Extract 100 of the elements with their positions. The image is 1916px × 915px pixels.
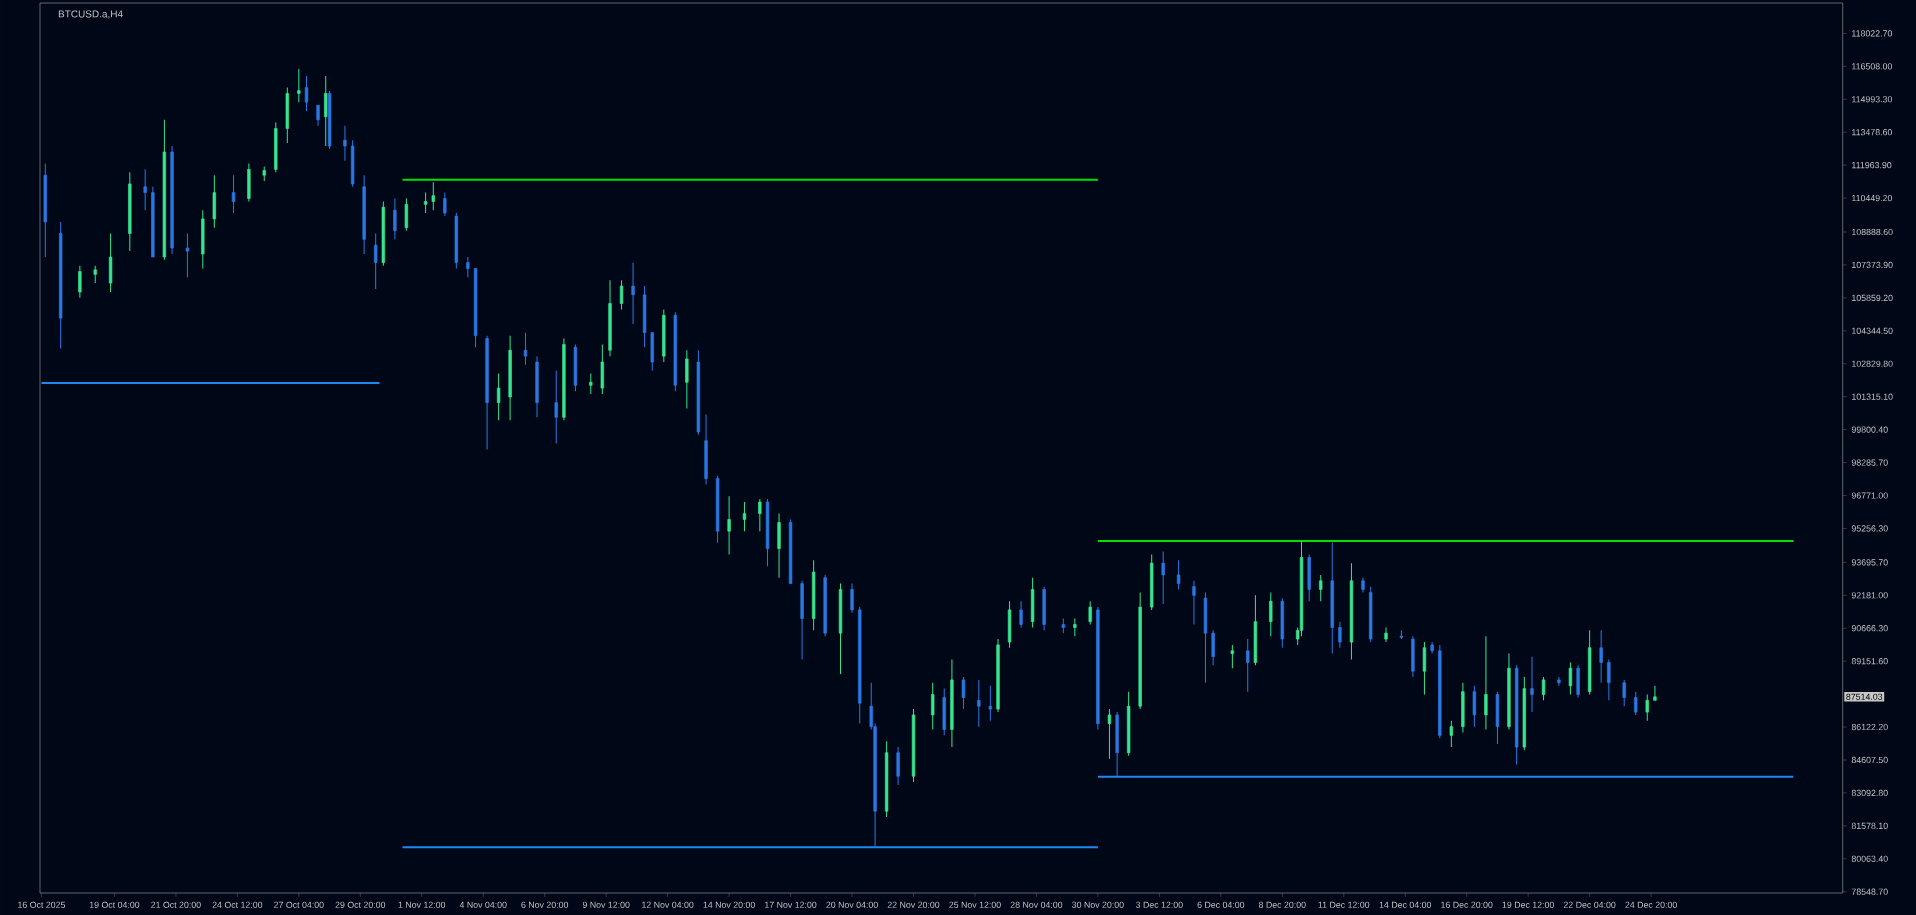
x-tick-label: 24 Dec 20:00 xyxy=(1625,901,1677,908)
candlestick xyxy=(1246,638,1250,693)
candlestick xyxy=(931,682,935,730)
x-tick-label: 27 Oct 04:00 xyxy=(274,901,324,908)
y-tick-label: 84607.50 xyxy=(1851,756,1888,764)
x-tick-label: 1 Nov 12:00 xyxy=(398,901,446,908)
candlestick xyxy=(685,349,689,410)
candlestick xyxy=(988,685,993,722)
candlestick xyxy=(1472,685,1477,728)
candlestick xyxy=(1384,627,1388,643)
candlestick xyxy=(1645,693,1649,722)
y-tick-label: 107373.90 xyxy=(1852,261,1893,269)
y-tick-label: 101315.10 xyxy=(1852,393,1893,400)
candlestick xyxy=(1530,656,1534,713)
candlestick xyxy=(1599,629,1603,684)
candlestick xyxy=(727,495,731,555)
candlestick xyxy=(1541,676,1546,701)
candlestick xyxy=(850,583,854,614)
candlestick xyxy=(589,373,593,395)
candlestick xyxy=(343,125,347,162)
candlestick xyxy=(316,104,320,127)
y-tick-label: 78548.70 xyxy=(1851,888,1888,895)
candlestick xyxy=(1230,644,1235,669)
y-tick-label: 105859.20 xyxy=(1852,294,1893,301)
candlestick xyxy=(1484,635,1488,730)
candlestick xyxy=(78,265,82,299)
text: 87514.03 xyxy=(1846,693,1883,700)
candlestick xyxy=(1176,559,1181,590)
y-tick-label: 92181.00 xyxy=(1851,592,1888,599)
candlestick xyxy=(304,75,309,112)
candlestick xyxy=(619,279,624,310)
candlestick xyxy=(1557,676,1561,687)
candlestick xyxy=(1449,720,1454,748)
y-tick-label: 110449.20 xyxy=(1852,194,1893,202)
x-tick-label: 9 Nov 12:00 xyxy=(582,901,630,908)
candlestick xyxy=(742,501,747,532)
candlestick xyxy=(1568,662,1573,695)
x-tick-label: 30 Nov 20:00 xyxy=(1072,901,1124,908)
candlestick xyxy=(961,676,966,710)
x-tick-label: 14 Nov 20:00 xyxy=(703,901,755,908)
candlestick xyxy=(1622,679,1626,707)
candlestick xyxy=(1211,629,1215,666)
y-tick-label: 89151.60 xyxy=(1851,658,1888,665)
x-tick-label: 6 Dec 04:00 xyxy=(1197,901,1245,908)
x-tick-label: 21 Oct 20:00 xyxy=(151,901,201,908)
y-tick-label: 95256.30 xyxy=(1851,525,1888,532)
x-tick-label: 22 Nov 20:00 xyxy=(887,901,940,908)
y-tick-label: 111963.90 xyxy=(1852,162,1892,169)
x-tick-label: 20 Nov 04:00 xyxy=(826,901,878,908)
candlestick xyxy=(431,181,435,211)
candlestick xyxy=(404,197,409,232)
candlestick xyxy=(1653,685,1657,701)
candlestick xyxy=(496,373,501,421)
candlestick xyxy=(143,168,147,211)
x-tick-label: 19 Dec 12:00 xyxy=(1502,901,1554,908)
candlestick xyxy=(324,75,328,147)
x-tick-label: 14 Dec 04:00 xyxy=(1379,901,1432,908)
candlestick xyxy=(1088,600,1092,625)
candlestick xyxy=(1338,621,1342,649)
candlestick xyxy=(185,233,190,278)
x-tick-label: 29 Oct 20:00 xyxy=(335,901,386,908)
y-tick-label: 83092.80 xyxy=(1851,789,1888,797)
candlestick xyxy=(554,370,558,445)
x-tick-label: 24 Oct 12:00 xyxy=(212,901,263,908)
candlestick xyxy=(297,68,301,103)
candlestick xyxy=(1607,658,1611,701)
y-tick-label: 102829.80 xyxy=(1852,360,1893,367)
candlestick xyxy=(523,332,528,366)
x-tick-label: 12 Nov 04:00 xyxy=(642,901,694,908)
y-tick-label: 113478.60 xyxy=(1852,129,1893,136)
candlestick xyxy=(1073,618,1077,637)
x-tick-label: 11 Dec 12:00 xyxy=(1318,901,1370,908)
candlestick xyxy=(977,679,981,728)
y-tick-label: 108888.60 xyxy=(1852,228,1893,236)
y-tick-label: 104344.50 xyxy=(1852,327,1893,334)
y-tick-label: 99800.40 xyxy=(1851,426,1888,433)
candlestick xyxy=(1107,708,1112,760)
candlestick xyxy=(466,256,470,278)
x-tick-label: 25 Nov 12:00 xyxy=(949,901,1001,908)
y-tick-label: 93695.70 xyxy=(1851,559,1888,566)
candlestick xyxy=(393,197,397,240)
x-tick-label: 16 Oct 2025 xyxy=(18,901,66,908)
candlestick xyxy=(758,498,762,532)
candlestick xyxy=(1019,600,1023,629)
candlestick xyxy=(1269,592,1273,637)
x-tick-label: 19 Oct 04:00 xyxy=(89,901,140,908)
y-tick-label: 114993.30 xyxy=(1852,96,1893,103)
candlestick xyxy=(423,192,428,214)
x-tick-label: 28 Nov 04:00 xyxy=(1010,901,1063,908)
y-tick-label: 90666.30 xyxy=(1851,625,1888,632)
candlestick xyxy=(896,746,900,786)
candlestick xyxy=(1192,580,1196,625)
candlestick xyxy=(1319,574,1323,602)
x-tick-label: 4 Nov 04:00 xyxy=(459,901,507,908)
candlestick xyxy=(1161,551,1165,605)
x-tick-label: 6 Nov 20:00 xyxy=(521,901,569,908)
x-tick-label: 16 Dec 20:00 xyxy=(1441,901,1493,908)
x-tick-label: 22 Dec 04:00 xyxy=(1563,901,1616,908)
candlestick xyxy=(1634,691,1638,716)
candlestick xyxy=(1422,641,1427,695)
